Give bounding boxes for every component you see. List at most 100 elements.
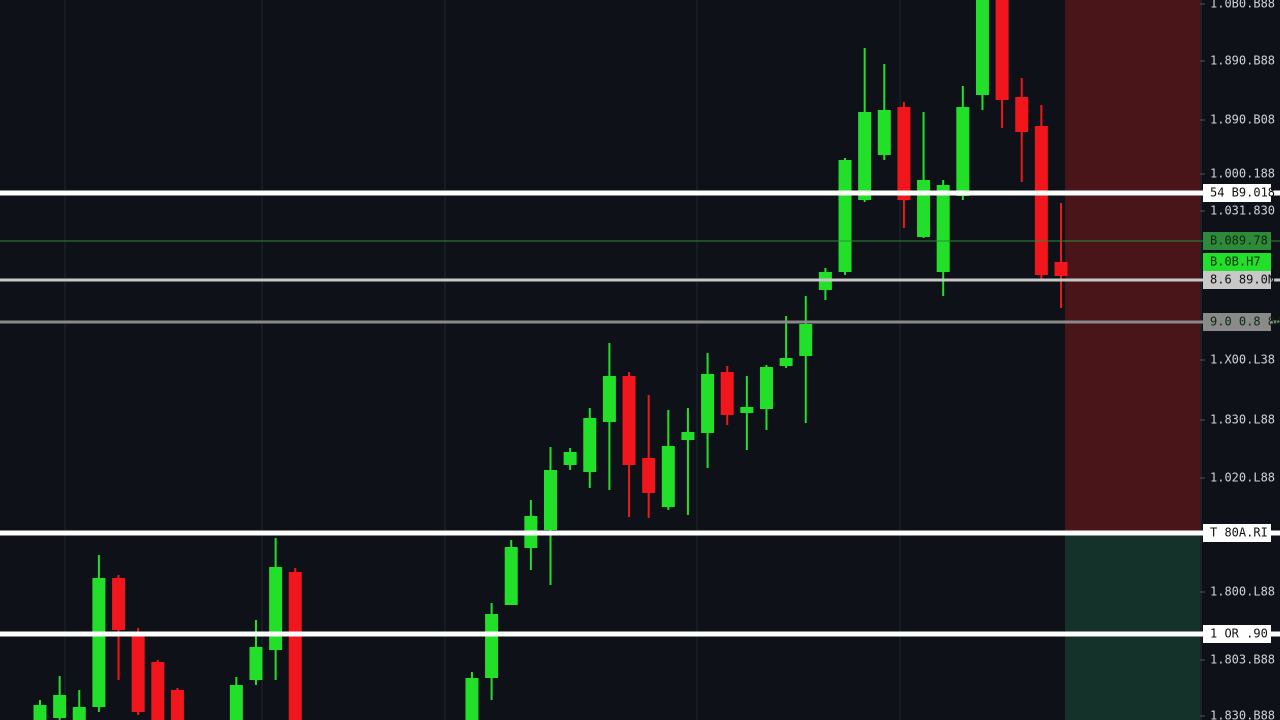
candle — [112, 575, 126, 680]
candle-body — [602, 376, 616, 422]
candle-body — [504, 547, 518, 605]
candle-body — [917, 180, 931, 237]
price-level-label: B.0B.H7 — [1210, 255, 1261, 269]
price-level-tag — [1203, 313, 1271, 331]
y-tick-label: 1.890.B88 — [1210, 54, 1275, 68]
y-tick-label: 1.830.B88 — [1210, 709, 1275, 720]
candle-body — [170, 690, 184, 720]
candle-body — [131, 632, 145, 712]
candle-body — [563, 452, 577, 465]
candle — [995, 0, 1009, 128]
candle — [33, 700, 47, 720]
candle — [1054, 203, 1068, 308]
price-level-tag — [1203, 184, 1271, 202]
candle — [269, 538, 283, 680]
y-tick-label: 1.803.B88 — [1210, 653, 1275, 667]
price-level-tag — [1203, 253, 1271, 271]
candle — [701, 353, 715, 468]
candle-body — [995, 0, 1009, 100]
candle — [465, 672, 479, 720]
candle-body — [838, 160, 852, 272]
candle-body — [720, 372, 734, 415]
candle-body — [642, 458, 656, 493]
candle-body — [92, 578, 106, 707]
price-level-tag — [1203, 625, 1271, 643]
vertical-grid — [64, 0, 901, 720]
candle — [661, 410, 675, 510]
candle-body — [288, 572, 302, 720]
candle-body — [1015, 97, 1029, 132]
candle — [249, 620, 263, 685]
candle — [956, 86, 970, 200]
candle — [583, 408, 597, 488]
y-tick-label: 1.X00.L38 — [1210, 353, 1275, 367]
candle — [622, 372, 636, 517]
price-level-label: T 80A.RI — [1210, 526, 1268, 540]
price-level-tag — [1203, 271, 1271, 289]
candle — [838, 158, 852, 275]
price-level-tag — [1203, 524, 1271, 542]
candle — [151, 660, 165, 720]
candle-body — [759, 367, 773, 409]
candle-body — [622, 376, 636, 465]
candle-body — [53, 695, 67, 718]
candle-body — [956, 107, 970, 196]
candle-body — [465, 678, 479, 720]
candle-body — [112, 578, 126, 630]
price-level-label: 1 OR .90 — [1210, 627, 1268, 641]
zone — [1065, 533, 1200, 720]
y-tick-label: 1.800.L88 — [1210, 585, 1275, 599]
price-level-tag — [1203, 232, 1271, 250]
candle-body — [544, 470, 557, 530]
candle-body — [936, 185, 950, 272]
candle-body — [269, 567, 283, 650]
candle-body — [249, 647, 263, 680]
candle — [740, 376, 754, 450]
candle — [681, 408, 695, 515]
candle-body — [740, 407, 754, 413]
candle-body — [661, 446, 675, 507]
candle — [897, 102, 911, 228]
candle — [288, 568, 302, 720]
candle-body — [701, 374, 715, 433]
candle-body — [151, 662, 165, 720]
candle-body — [229, 685, 243, 720]
candle — [799, 296, 813, 423]
candle-body — [1054, 262, 1068, 276]
y-tick-label: 1.890.B08 — [1210, 113, 1275, 127]
candle-body — [975, 0, 989, 95]
candle-body — [485, 614, 499, 678]
candle-body — [1034, 126, 1048, 275]
candle — [936, 180, 950, 296]
candle — [72, 690, 86, 720]
candle — [504, 540, 518, 605]
candle-body — [897, 107, 911, 200]
price-level-label: 8.6 89.0N — [1210, 273, 1275, 287]
candle — [229, 677, 243, 720]
candle — [877, 64, 891, 160]
y-tick-label: 1.830.L88 — [1210, 413, 1275, 427]
candle — [131, 628, 145, 715]
candle — [563, 448, 577, 470]
candle-body — [33, 705, 47, 720]
price-level-label: B.089.78 — [1210, 234, 1268, 248]
candle-body — [72, 707, 86, 720]
y-tick-label: 1.031.830 — [1210, 204, 1275, 218]
price-level-label: 54 B9.018 — [1210, 186, 1275, 200]
candle — [544, 447, 557, 585]
candle — [779, 316, 793, 368]
candle — [642, 395, 656, 518]
candle — [170, 688, 184, 720]
candle — [1015, 78, 1029, 182]
candle — [858, 48, 872, 202]
candle-body — [799, 324, 813, 356]
candle-body — [779, 358, 793, 366]
candle — [720, 366, 734, 425]
candle — [485, 603, 499, 700]
candle-body — [583, 418, 597, 472]
candle — [759, 365, 773, 430]
candle-body — [877, 110, 891, 155]
candle — [975, 0, 989, 110]
y-tick-label: 1.020.L88 — [1210, 471, 1275, 485]
